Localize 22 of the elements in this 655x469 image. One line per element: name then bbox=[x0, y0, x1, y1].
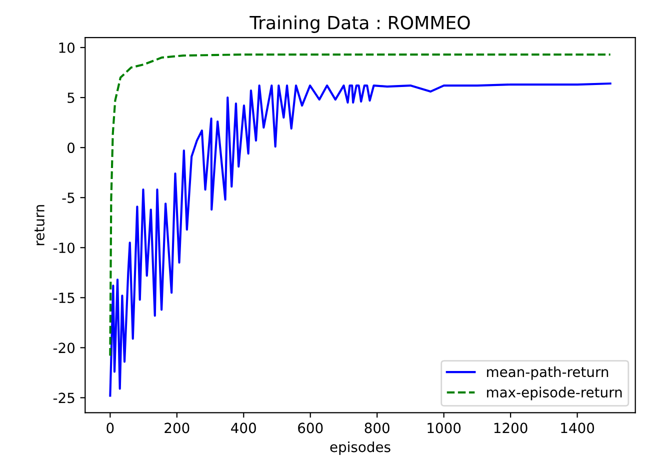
y-tick-label: 0 bbox=[68, 142, 75, 154]
legend-label: max-episode-return bbox=[487, 386, 622, 400]
legend-label: mean-path-return bbox=[487, 366, 608, 380]
x-tick-label: 200 bbox=[164, 422, 190, 434]
y-tick-label: -20 bbox=[53, 342, 75, 354]
y-tick-label: 10 bbox=[59, 42, 75, 53]
y-tick-label: -15 bbox=[53, 292, 74, 304]
x-tick-label: 1000 bbox=[428, 422, 461, 434]
x-tick-label: 400 bbox=[231, 422, 256, 434]
x-tick-label: 0 bbox=[106, 422, 114, 434]
chart-title: Training Data : ROMMEO bbox=[250, 15, 470, 33]
y-tick-label: -25 bbox=[53, 392, 74, 404]
y-tick-label: 5 bbox=[68, 92, 74, 104]
x-tick-label: 800 bbox=[364, 422, 390, 434]
y-tick-label: -5 bbox=[62, 192, 74, 204]
line-series bbox=[109, 53, 612, 357]
x-tick-label: 1200 bbox=[494, 422, 528, 434]
x-tick-label: 600 bbox=[298, 422, 323, 434]
y-tick-label: -10 bbox=[53, 242, 75, 254]
x-axis-title: episodes bbox=[330, 441, 390, 455]
y-axis-title: return bbox=[34, 205, 44, 246]
x-tick-label: 1400 bbox=[561, 422, 594, 434]
